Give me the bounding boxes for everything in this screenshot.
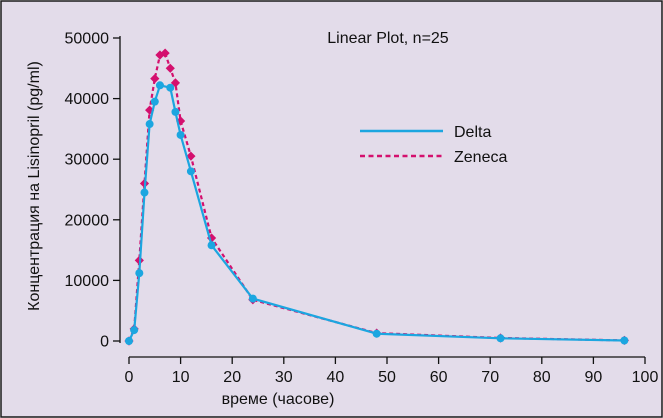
legend: Delta Zeneca (360, 124, 507, 166)
y-tick-label: 0 (100, 334, 109, 351)
x-axis: 0 10 20 30 40 50 60 70 80 90 100 (125, 356, 659, 386)
data-point-zeneca (165, 63, 175, 73)
chart-title: Linear Plot, n=25 (327, 30, 449, 47)
data-point-delta (140, 188, 149, 197)
data-point-delta (125, 337, 133, 345)
x-axis-label: време (часове) (222, 391, 335, 408)
x-tick-label: 80 (533, 369, 551, 386)
data-point-delta (186, 167, 195, 176)
legend-label-zeneca: Zeneca (454, 149, 507, 166)
data-point-delta (248, 294, 257, 303)
plot-area (124, 48, 629, 346)
x-tick-label: 40 (327, 369, 345, 386)
y-tick-label: 50000 (65, 31, 110, 48)
data-point-delta (176, 130, 185, 139)
data-point-zeneca (160, 48, 170, 58)
data-point-zeneca (145, 105, 155, 115)
data-point-delta (171, 107, 180, 116)
data-point-zeneca (186, 151, 196, 161)
legend-label-delta: Delta (454, 124, 491, 141)
y-tick-label: 20000 (65, 212, 110, 229)
data-point-delta (620, 336, 629, 345)
y-axis: 0 10000 20000 30000 40000 50000 (65, 31, 121, 351)
x-tick-label: 10 (172, 369, 190, 386)
y-tick-label: 40000 (65, 91, 110, 108)
data-point-delta (130, 326, 139, 335)
x-tick-label: 20 (223, 369, 241, 386)
data-point-delta (135, 269, 144, 278)
data-point-delta (496, 334, 505, 343)
data-point-delta (372, 329, 381, 338)
data-point-delta (150, 97, 159, 106)
x-tick-label: 30 (275, 369, 293, 386)
data-point-delta (145, 120, 154, 129)
data-point-delta (166, 83, 175, 92)
data-point-zeneca (150, 74, 160, 84)
x-tick-label: 100 (632, 369, 659, 386)
y-tick-label: 10000 (65, 273, 110, 290)
data-point-delta (155, 81, 164, 90)
y-tick-label: 30000 (65, 152, 110, 169)
x-tick-label: 0 (125, 369, 134, 386)
x-tick-label: 90 (585, 369, 603, 386)
x-tick-label: 70 (481, 369, 499, 386)
x-tick-label: 50 (378, 369, 396, 386)
x-tick-label: 60 (430, 369, 448, 386)
data-point-delta (207, 241, 216, 250)
series-line-delta (128, 84, 625, 342)
y-axis-label: Концентрация на Lisinopril (pg/ml) (26, 61, 43, 311)
